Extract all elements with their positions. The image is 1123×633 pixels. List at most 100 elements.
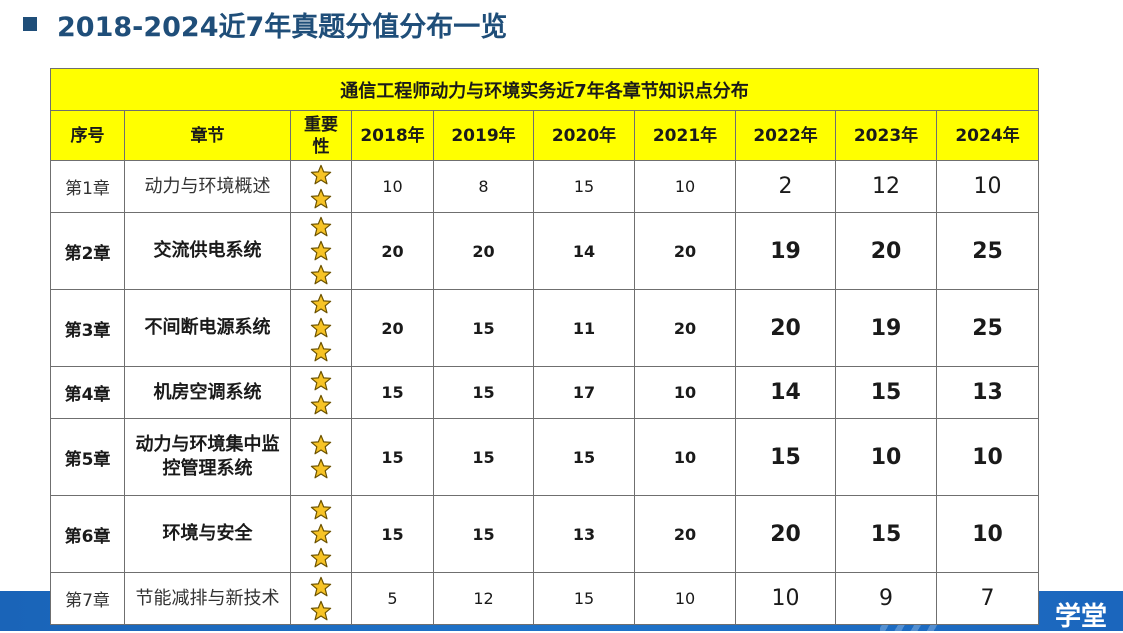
score-2019: 20 [433, 212, 534, 290]
importance-rating [290, 366, 352, 419]
header-2024: 2024年 [936, 110, 1039, 161]
star-icon [310, 434, 332, 456]
importance-rating [290, 418, 352, 496]
chapter-number: 第7章 [50, 572, 125, 625]
chapter-name: 环境与安全 [124, 495, 291, 573]
score-2018: 15 [351, 418, 434, 496]
star-icon [310, 216, 332, 238]
score-2020: 17 [533, 366, 635, 419]
header-2023: 2023年 [835, 110, 937, 161]
header-2019: 2019年 [433, 110, 534, 161]
star-icon [310, 317, 332, 339]
score-2021: 20 [634, 289, 736, 367]
chapter-name: 节能减排与新技术 [124, 572, 291, 625]
score-2018: 20 [351, 289, 434, 367]
score-2023: 10 [835, 418, 937, 496]
score-2024: 13 [936, 366, 1039, 419]
chapter-name: 不间断电源系统 [124, 289, 291, 367]
star-icon [310, 547, 332, 569]
chapter-name: 动力与环境集中监控管理系统 [124, 418, 291, 496]
chapter-number: 第5章 [50, 418, 125, 496]
score-2019: 15 [433, 289, 534, 367]
table-body: 通信工程师动力与环境实务近7年各章节知识点分布 序号 章节 重要性 2018年 … [50, 68, 1039, 625]
table-row: 第6章 环境与安全 15 15 13 20 20 15 10 [50, 495, 1039, 573]
table-row: 第2章 交流供电系统 20 20 14 20 19 20 25 [50, 212, 1039, 290]
table-row: 第5章 动力与环境集中监控管理系统 15 15 15 10 15 10 10 [50, 418, 1039, 496]
star-icon [310, 370, 332, 392]
score-2024: 10 [936, 495, 1039, 573]
importance-rating [290, 212, 352, 290]
score-2021: 10 [634, 418, 736, 496]
score-2018: 15 [351, 366, 434, 419]
score-2022: 19 [735, 212, 836, 290]
chapter-name: 动力与环境概述 [124, 160, 291, 213]
star-icon [310, 394, 332, 416]
star-icon [310, 576, 332, 598]
title-bullet-square [23, 17, 37, 31]
chapter-name: 交流供电系统 [124, 212, 291, 290]
star-icon [310, 240, 332, 262]
table-caption-row: 通信工程师动力与环境实务近7年各章节知识点分布 [50, 68, 1039, 111]
chapter-number: 第2章 [50, 212, 125, 290]
star-stack [292, 293, 351, 363]
star-icon [310, 164, 332, 186]
score-2019: 15 [433, 418, 534, 496]
header-2020: 2020年 [533, 110, 635, 161]
score-2018: 5 [351, 572, 434, 625]
table-row: 第3章 不间断电源系统 20 15 11 20 20 19 25 [50, 289, 1039, 367]
star-stack [292, 164, 351, 210]
chapter-number: 第6章 [50, 495, 125, 573]
table-row: 第1章 动力与环境概述 10 8 15 10 2 12 10 [50, 160, 1039, 213]
score-2018: 10 [351, 160, 434, 213]
page-title-row: 2018-2024近7年真题分值分布一览 [23, 2, 507, 46]
header-2018: 2018年 [351, 110, 434, 161]
star-icon [310, 341, 332, 363]
chapter-number: 第1章 [50, 160, 125, 213]
score-2024: 25 [936, 289, 1039, 367]
score-2022: 15 [735, 418, 836, 496]
table-row: 第7章 节能减排与新技术 5 12 15 10 10 9 7 [50, 572, 1039, 625]
star-icon [310, 458, 332, 480]
score-2020: 11 [533, 289, 635, 367]
score-2018: 20 [351, 212, 434, 290]
table-row: 第4章 机房空调系统 15 15 17 10 14 15 13 [50, 366, 1039, 419]
importance-rating [290, 572, 352, 625]
chapter-name: 机房空调系统 [124, 366, 291, 419]
score-2021: 10 [634, 160, 736, 213]
score-2022: 10 [735, 572, 836, 625]
header-seq: 序号 [50, 110, 125, 161]
header-importance: 重要性 [290, 110, 352, 161]
score-2023: 12 [835, 160, 937, 213]
score-2020: 13 [533, 495, 635, 573]
star-icon [310, 523, 332, 545]
star-icon [310, 264, 332, 286]
header-chapter: 章节 [124, 110, 291, 161]
score-2022: 2 [735, 160, 836, 213]
score-2024: 10 [936, 418, 1039, 496]
star-icon [310, 293, 332, 315]
score-2020: 15 [533, 418, 635, 496]
score-2022: 14 [735, 366, 836, 419]
score-2020: 15 [533, 572, 635, 625]
chapter-number: 第4章 [50, 366, 125, 419]
score-2024: 25 [936, 212, 1039, 290]
star-icon [310, 600, 332, 622]
score-2023: 9 [835, 572, 937, 625]
star-stack [292, 499, 351, 569]
chapter-number: 第3章 [50, 289, 125, 367]
footer-brand: 学堂 [1054, 602, 1107, 632]
score-2020: 15 [533, 160, 635, 213]
page-title: 2018-2024近7年真题分值分布一览 [57, 11, 508, 43]
score-2020: 14 [533, 212, 635, 290]
score-distribution-table: 通信工程师动力与环境实务近7年各章节知识点分布 序号 章节 重要性 2018年 … [50, 68, 1039, 625]
importance-rating [290, 495, 352, 573]
score-2021: 20 [634, 495, 736, 573]
star-stack [292, 434, 351, 480]
score-2021: 20 [634, 212, 736, 290]
score-2019: 15 [433, 495, 534, 573]
importance-rating [290, 289, 352, 367]
score-2021: 10 [634, 572, 736, 625]
score-2023: 19 [835, 289, 937, 367]
score-2024: 7 [936, 572, 1039, 625]
score-2019: 8 [433, 160, 534, 213]
